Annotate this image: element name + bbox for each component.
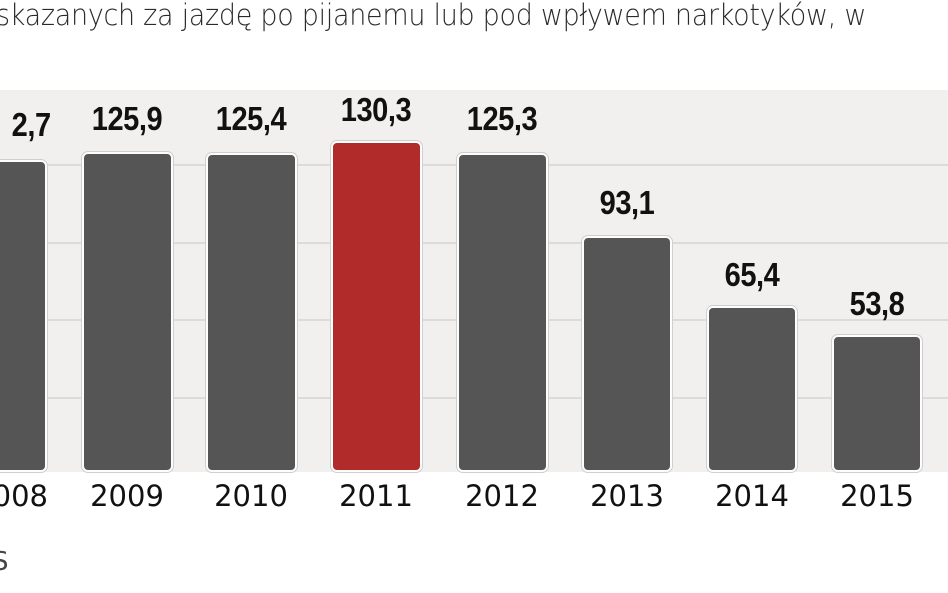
value-label-2012: 125,3 <box>466 100 538 137</box>
x-tick-2011: 2011 <box>339 479 413 513</box>
x-tick-2010: 2010 <box>214 479 288 513</box>
value-label-2008: 2,7 <box>11 106 51 143</box>
x-tick-2012: 2012 <box>465 479 539 513</box>
x-tick-2014: 2014 <box>715 479 789 513</box>
x-tick-2008: 2008 <box>0 479 48 513</box>
x-tick-2009: 2009 <box>90 479 164 513</box>
bar-2015 <box>832 335 922 472</box>
value-label-2013: 93,1 <box>599 184 655 221</box>
bar-2014 <box>707 306 797 472</box>
bar-2013 <box>582 236 672 472</box>
bar-2009 <box>82 152 173 472</box>
bar-2011 <box>331 141 422 472</box>
value-label-2015: 53,8 <box>849 285 905 322</box>
value-label-2010: 125,4 <box>215 100 287 137</box>
x-tick-2013: 2013 <box>590 479 664 513</box>
value-label-2011: 130,3 <box>340 91 412 128</box>
bar-2008 <box>0 160 47 472</box>
source-note: S <box>0 547 9 577</box>
x-tick-label: 2008 <box>0 479 48 513</box>
x-tick-2015: 2015 <box>840 479 914 513</box>
value-label-2009: 125,9 <box>91 100 163 137</box>
bar-2010 <box>206 153 297 472</box>
chart-title: skazanych za jazdę po pijanemu lub pod w… <box>0 0 867 32</box>
bar-2012 <box>457 153 548 472</box>
value-label-2014: 65,4 <box>724 256 780 293</box>
